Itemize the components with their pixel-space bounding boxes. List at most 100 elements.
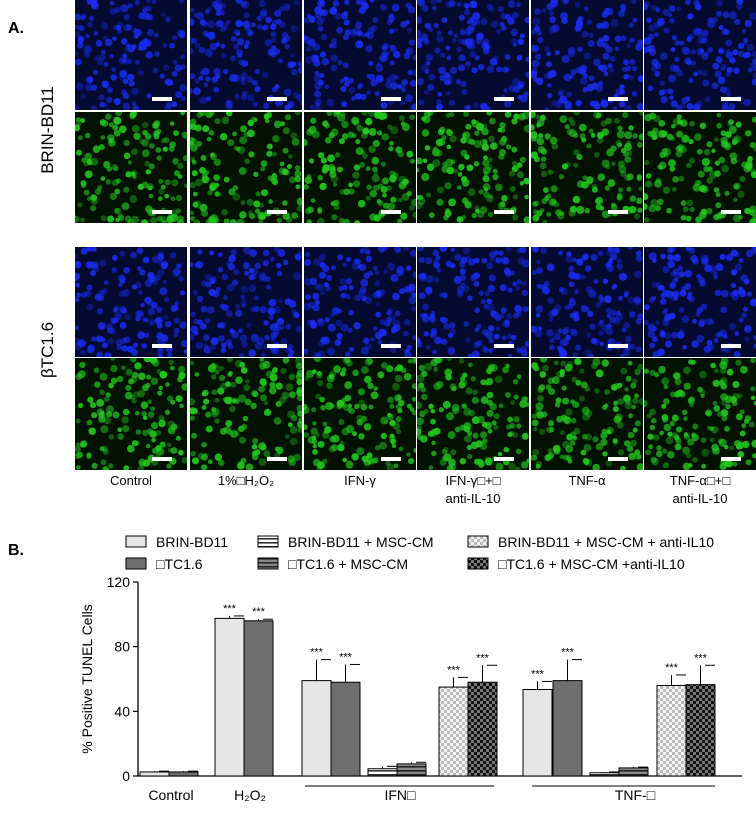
legend-label-4: □TC1.6 + MSC-CM [288, 556, 408, 572]
condition-label-2: IFN-γ [344, 473, 376, 488]
micrograph-grid: Control 1%□H₂O₂ IFN-γ IFN-γ□+□ anti-IL-10 TN… [75, 0, 756, 506]
legend-label-1: BRIN-BD11 + MSC-CM [288, 534, 434, 550]
micrograph-tunel-r3-c2 [304, 358, 416, 470]
micrograph-tunel-r1-c1 [190, 112, 302, 223]
category-label-1: H₂O₂ [234, 787, 266, 803]
tunel-bar-chart: 0 40 80 120 % Positive TUNEL Cells Control H₂O… [79, 534, 742, 803]
micrograph-dapi-r2-c1 [190, 247, 302, 357]
micrograph-tunel-r1-c0 [75, 112, 187, 223]
scale-bar [381, 457, 401, 461]
significance-marker: *** [665, 662, 679, 674]
scale-bar [608, 210, 628, 214]
scale-bar [152, 344, 172, 348]
significance-marker: *** [561, 647, 575, 659]
condition-label-5: TNF-α□+□ anti-IL-10 [669, 473, 731, 506]
significance-marker: *** [476, 652, 490, 664]
bar-10 [522, 689, 553, 777]
scale-bar [494, 97, 514, 101]
condition-label-1: 1%□H₂O₂ [217, 473, 275, 488]
scale-bar [152, 97, 172, 101]
micrograph-dapi-r2-c0 [75, 247, 187, 357]
significance-marker: *** [310, 647, 324, 659]
scale-bar [608, 97, 628, 101]
condition-label-3: IFN-γ□+□ anti-IL-10 [445, 473, 501, 506]
bar-5 [330, 681, 361, 777]
micrograph-tunel-r3-c5 [644, 358, 756, 470]
category-label-0: Control [148, 787, 193, 803]
bar-13 [618, 767, 649, 777]
micrograph-dapi-r2-c5 [644, 247, 756, 357]
y-tick-label: 40 [114, 703, 130, 719]
panel-b-label: B. [8, 542, 24, 559]
y-tick-label: 120 [107, 574, 131, 590]
scale-bar [381, 344, 401, 348]
legend-label-5: □TC1.6 + MSC-CM +anti-IL10 [498, 556, 685, 572]
legend-swatch-1 [257, 535, 279, 548]
bar-11 [552, 680, 583, 777]
micrograph-tunel-r1-c4 [531, 112, 643, 223]
significance-marker: *** [223, 603, 237, 615]
micrograph-tunel-r1-c5 [644, 112, 756, 223]
scale-bar [267, 457, 287, 461]
bar-8 [438, 686, 469, 777]
legend-swatch-2 [467, 535, 489, 548]
bar-14 [656, 684, 687, 777]
scale-bar [608, 457, 628, 461]
y-tick-label: 0 [122, 768, 130, 784]
micrograph-tunel-r3-c4 [531, 358, 643, 470]
scale-bar [721, 344, 741, 348]
micrograph-tunel-r3-c1 [190, 358, 302, 470]
significance-marker: *** [339, 651, 353, 663]
scale-bar [721, 457, 741, 461]
legend-swatch-3 [125, 557, 147, 570]
scale-bar [721, 210, 741, 214]
condition-label-4: TNF-α [568, 473, 606, 488]
scale-bar [494, 344, 514, 348]
bar-15 [685, 684, 716, 777]
micrograph-dapi-r0-c5 [644, 0, 756, 110]
bar-0 [139, 771, 170, 777]
significance-marker: *** [252, 606, 266, 618]
significance-marker: *** [531, 668, 545, 680]
scale-bar [381, 210, 401, 214]
significance-marker: *** [447, 664, 461, 676]
micrograph-dapi-r0-c2 [304, 0, 416, 110]
y-tick-label: 80 [114, 639, 130, 655]
scale-bar [494, 210, 514, 214]
scale-bar [152, 210, 172, 214]
micrograph-dapi-r0-c3 [417, 0, 529, 110]
bar-6 [367, 768, 398, 777]
scale-bar [721, 97, 741, 101]
micrograph-dapi-r2-c3 [417, 247, 529, 357]
micrograph-dapi-r0-c0 [75, 0, 187, 110]
micrograph-tunel-r1-c2 [304, 112, 416, 223]
bar-12 [589, 772, 620, 777]
scale-bar [494, 457, 514, 461]
bar-7 [396, 763, 427, 777]
legend-label-0: BRIN-BD11 [156, 534, 228, 550]
bar-1 [168, 771, 199, 777]
bar-4 [301, 680, 332, 777]
micrograph-dapi-r2-c2 [304, 247, 416, 357]
scale-bar [381, 97, 401, 101]
micrograph-tunel-r3-c3 [417, 358, 529, 470]
legend-swatch-4 [257, 557, 279, 570]
legend-swatch-5 [467, 557, 489, 570]
scale-bar [152, 457, 172, 461]
bar-2 [214, 617, 245, 777]
significance-marker: *** [694, 652, 708, 664]
scale-bar [267, 344, 287, 348]
bar-9 [467, 681, 498, 777]
condition-label-0: Control [110, 473, 152, 488]
y-axis-label: % Positive TUNEL Cells [79, 604, 95, 753]
micrograph-dapi-r2-c4 [531, 247, 643, 357]
legend-label-2: BRIN-BD11 + MSC-CM + anti-IL10 [498, 534, 714, 550]
legend-label-3: □TC1.6 [156, 556, 203, 572]
scale-bar [267, 210, 287, 214]
micrograph-tunel-r1-c3 [417, 112, 529, 223]
scale-bar [267, 97, 287, 101]
legend-swatch-0 [125, 535, 147, 548]
micrograph-tunel-r3-c0 [75, 358, 187, 470]
micrograph-dapi-r0-c1 [190, 0, 302, 110]
panel-a-label: A. [8, 20, 24, 37]
